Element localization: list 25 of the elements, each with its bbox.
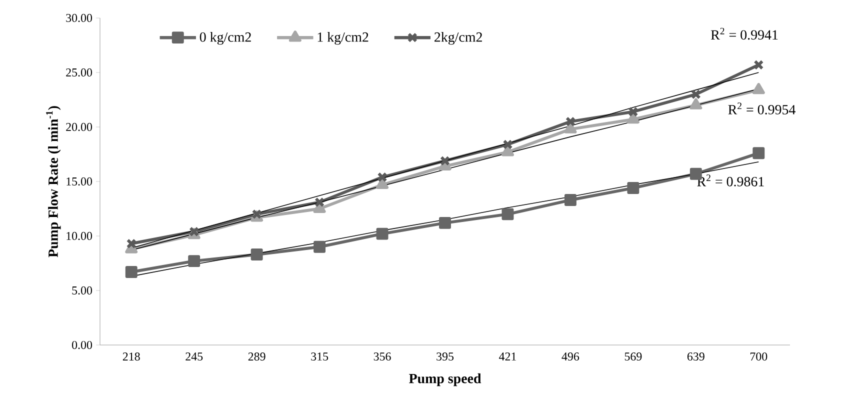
x-tick-label: 218 [122,352,140,361]
legend-label: 1 kg/cm2 [318,32,368,45]
y-tick-label: 0.00 [72,340,92,350]
y-tick-label: 30.00 [66,14,92,22]
y-tick-label: 15.00 [66,177,92,186]
x-tick-label: 421 [499,352,516,360]
x-tick-label: 395 [436,352,454,361]
x-tick-label: 496 [562,352,580,361]
x-tick-label: 289 [248,352,266,361]
x-tick-label: 700 [750,352,768,361]
annotation: R$^{2}$ = 0.9954 [728,102,796,114]
y-tick-label: 10.00 [66,232,92,240]
x-tick-label: 245 [186,352,203,361]
x-tick-label: 356 [374,352,391,361]
legend-label: 0 kg/cm2 [200,32,251,45]
y-tick-label: 5.00 [72,286,92,295]
y-tick-label: 20.00 [66,122,92,132]
y-axis-title: Pump Flow Rate (l min$^{-1}$) [46,106,61,258]
x-tick-label: 569 [624,352,642,361]
annotation: R$^{2}$ = 0.9941 [710,28,778,40]
x-tick-label: 315 [311,352,328,361]
x-axis-title: Pump speed [409,373,482,386]
legend-label: 2kg/cm2 [434,32,482,45]
x-tick-label: 639 [687,352,704,361]
y-tick-label: 25.00 [66,68,92,77]
